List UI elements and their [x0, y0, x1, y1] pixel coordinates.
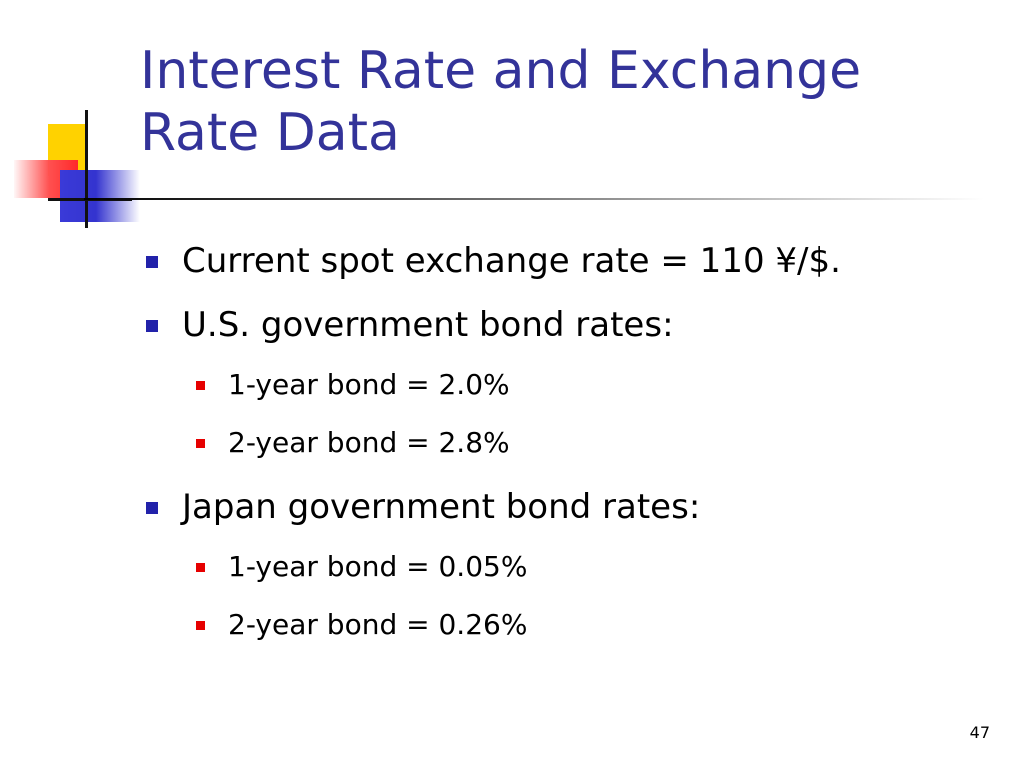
- square-bullet-icon: [196, 563, 205, 572]
- sub-bullet-us-1yr: 1-year bond = 2.0%: [140, 364, 1000, 406]
- slide-title-line-1: Interest Rate and Exchange: [140, 41, 862, 101]
- page-number: 47: [969, 723, 990, 742]
- square-bullet-icon: [196, 621, 205, 630]
- bullet-list: Current spot exchange rate = 110 ¥/$. U.…: [140, 236, 1000, 662]
- decorative-blue-square: [60, 170, 140, 222]
- square-bullet-icon: [196, 381, 205, 390]
- bullet-text: U.S. government bond rates:: [182, 305, 674, 345]
- sub-bullet-text: 1-year bond = 0.05%: [228, 550, 528, 583]
- bullet-item-us-bonds: U.S. government bond rates:: [140, 300, 1000, 350]
- decorative-vertical-line: [85, 110, 88, 228]
- sub-bullet-text: 2-year bond = 0.26%: [228, 608, 528, 641]
- sub-bullet-us-2yr: 2-year bond = 2.8%: [140, 422, 1000, 464]
- square-bullet-icon: [146, 320, 158, 332]
- square-bullet-icon: [146, 502, 158, 514]
- bullet-text: Current spot exchange rate = 110 ¥/$.: [182, 241, 841, 281]
- sub-bullet-text: 2-year bond = 2.8%: [228, 426, 510, 459]
- bullet-text: Japan government bond rates:: [182, 487, 701, 527]
- slide-title: Interest Rate and Exchange Rate Data: [140, 40, 1000, 164]
- sub-bullet-text: 1-year bond = 2.0%: [228, 368, 510, 401]
- bullet-item-japan-bonds: Japan government bond rates:: [140, 482, 1000, 532]
- square-bullet-icon: [146, 256, 158, 268]
- title-underline-rule: [84, 198, 984, 200]
- bullet-item-spot-rate: Current spot exchange rate = 110 ¥/$.: [140, 236, 1000, 286]
- slide-title-line-2: Rate Data: [140, 103, 400, 163]
- sub-bullet-japan-1yr: 1-year bond = 0.05%: [140, 546, 1000, 588]
- square-bullet-icon: [196, 439, 205, 448]
- sub-bullet-japan-2yr: 2-year bond = 0.26%: [140, 604, 1000, 646]
